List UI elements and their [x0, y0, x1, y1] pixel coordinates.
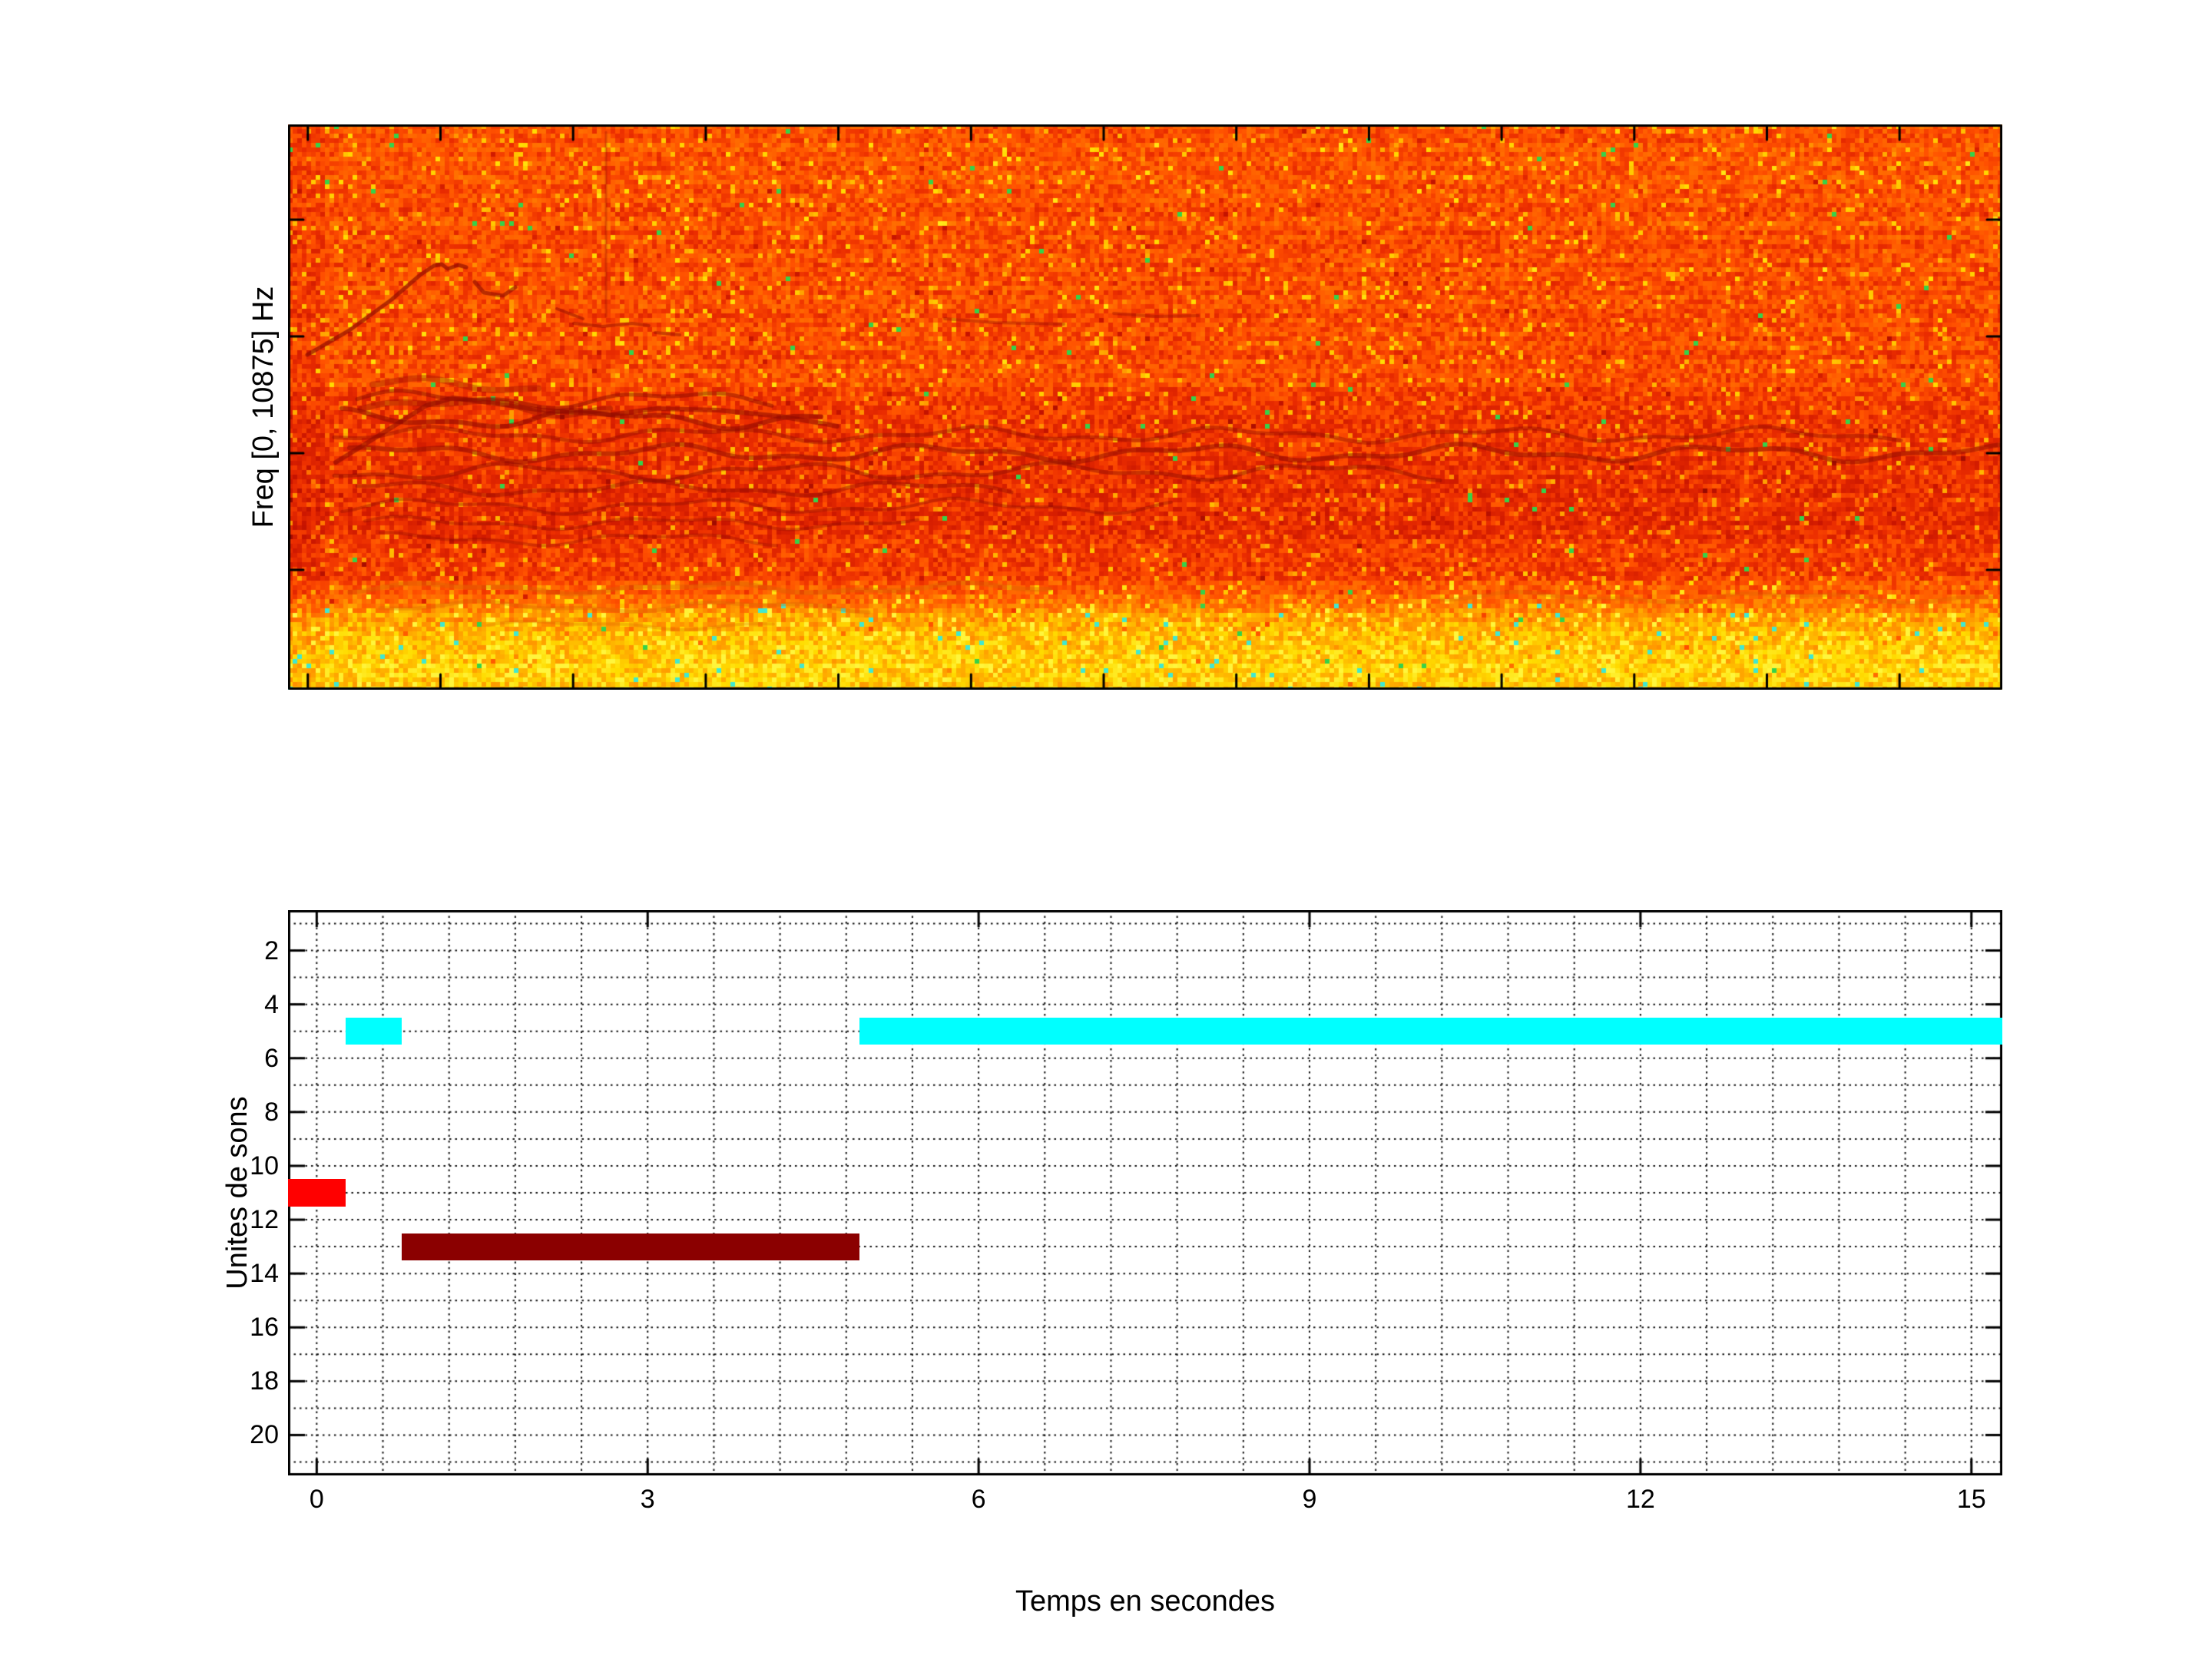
x-tick-label: 9 [1303, 1486, 1317, 1512]
x-tick-label: 3 [641, 1486, 655, 1512]
sound-unit-segment-13 [402, 1233, 859, 1260]
spectrogram-image [288, 124, 2002, 690]
y-tick-label: 10 [125, 1153, 279, 1179]
sound-unit-segment-5 [859, 1018, 2002, 1045]
y-tick-label: 16 [125, 1314, 279, 1340]
y-tick-label: 14 [125, 1260, 279, 1286]
y-tick-label: 6 [125, 1045, 279, 1071]
y-tick-label: 12 [125, 1207, 279, 1233]
spectrogram-ylabel: Freq [0, 10875] Hz [249, 286, 278, 528]
figure-window: { "chart_data": [ { "type": "heatmap", "… [0, 0, 2212, 1659]
y-tick-label: 20 [125, 1422, 279, 1448]
x-tick-label: 6 [972, 1486, 986, 1512]
x-tick-label: 12 [1626, 1486, 1655, 1512]
y-tick-label: 2 [125, 938, 279, 964]
y-tick-label: 8 [125, 1099, 279, 1125]
units-xlabel: Temps en secondes [1015, 1587, 1275, 1616]
x-tick-label: 0 [310, 1486, 324, 1512]
sound-unit-segment-5 [346, 1018, 402, 1045]
segment-bars-layer [288, 910, 2002, 1475]
units-plot [288, 910, 2002, 1475]
y-tick-label: 4 [125, 992, 279, 1018]
spectrogram-plot [288, 124, 2002, 690]
x-tick-label: 15 [1957, 1486, 1986, 1512]
y-tick-label: 18 [125, 1368, 279, 1394]
sound-unit-segment-11 [288, 1179, 346, 1206]
